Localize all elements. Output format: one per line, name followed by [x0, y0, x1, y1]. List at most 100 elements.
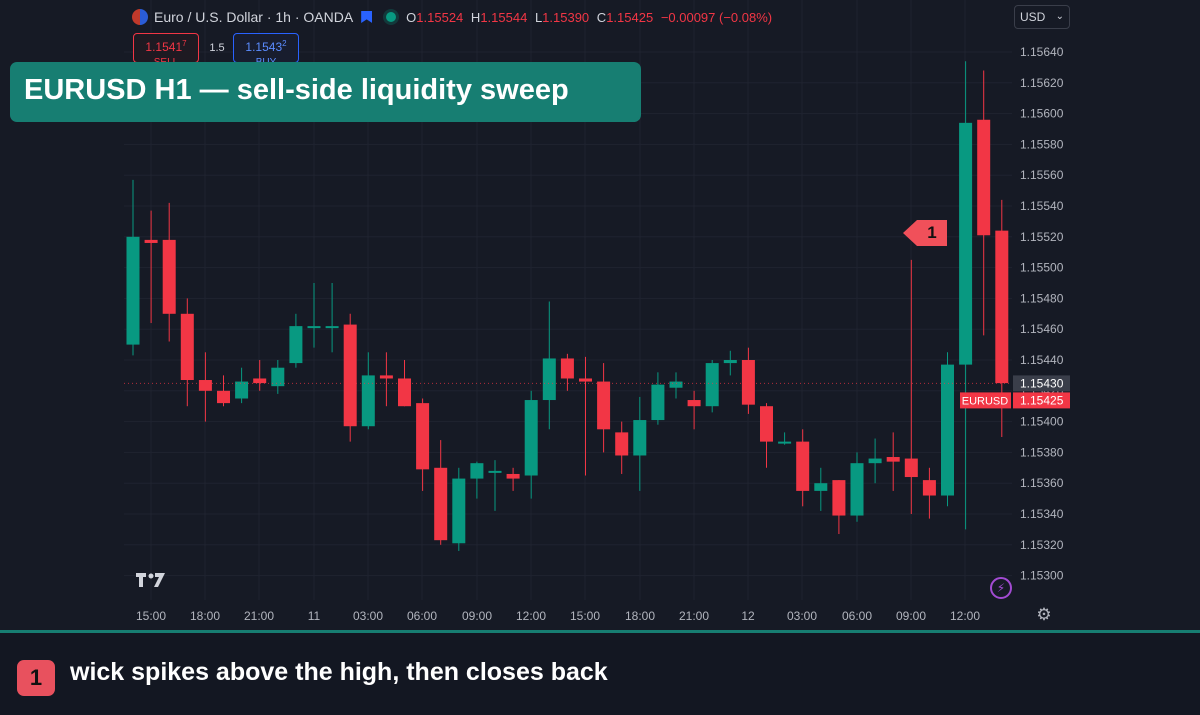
candle-body — [271, 367, 285, 387]
candle-body — [723, 360, 737, 364]
candle-body — [597, 381, 611, 430]
candle-body — [198, 380, 212, 391]
annotation-marker: 1 — [903, 220, 947, 246]
lightning-icon[interactable]: ⚡ — [990, 577, 1012, 599]
candle-body — [904, 458, 918, 478]
y-tick-label: 1.15540 — [1020, 199, 1064, 213]
candle-body — [542, 358, 556, 401]
caption-text: wick spikes above the high, then closes … — [70, 658, 608, 686]
candle-body — [687, 400, 701, 407]
gear-icon[interactable]: ⚙ — [1036, 605, 1052, 624]
candle-body — [705, 363, 719, 407]
candlestick-series — [126, 61, 1009, 551]
y-tick-label: 1.15640 — [1020, 45, 1064, 59]
candle-body — [361, 375, 375, 427]
y-tick-label: 1.15520 — [1020, 230, 1064, 244]
x-tick-label: 15:00 — [136, 609, 166, 623]
bookmark-icon[interactable] — [361, 11, 373, 23]
x-tick-label: 21:00 — [244, 609, 274, 623]
y-tick-label: 1.15300 — [1020, 569, 1064, 583]
x-tick-label: 12:00 — [950, 609, 980, 623]
market-open-icon — [386, 12, 397, 22]
symbol-price-tag-box — [960, 392, 1011, 409]
x-tick-label: 12:00 — [516, 609, 546, 623]
last-price-label: 1.15425 — [1020, 393, 1064, 407]
candle-body — [488, 470, 502, 473]
candle-body — [796, 441, 810, 491]
y-tick-label: 1.15440 — [1020, 353, 1064, 367]
candle-body — [995, 230, 1009, 384]
candle-body — [452, 478, 466, 544]
caption-bar: 1 wick spikes above the high, then close… — [0, 630, 1200, 715]
candle-body — [398, 378, 411, 407]
candle-body — [307, 326, 321, 329]
current-price-label: 1.15430 — [1020, 376, 1064, 390]
chart-grid — [124, 0, 1012, 600]
x-tick-label: 12 — [741, 609, 755, 623]
y-tick-label: 1.15560 — [1020, 168, 1064, 182]
candle-body — [633, 420, 647, 456]
x-tick-label: 18:00 — [190, 609, 220, 623]
candle-body — [741, 360, 755, 405]
candle-body — [470, 463, 484, 479]
chart-title-banner: EURUSD H1 — sell-side liquidity sweep — [10, 62, 641, 122]
candle-body — [977, 119, 991, 236]
x-tick-label: 06:00 — [842, 609, 872, 623]
candle-body — [760, 406, 773, 442]
y-tick-label: 1.15600 — [1020, 107, 1064, 121]
x-tick-label: 06:00 — [407, 609, 437, 623]
price-markers: 1.15430 1.15425 EURUSD — [124, 375, 1070, 409]
x-tick-label: 18:00 — [625, 609, 655, 623]
candle-body — [162, 239, 176, 314]
x-tick-label: 09:00 — [462, 609, 492, 623]
last-price-box — [1013, 392, 1070, 409]
symbol-title[interactable]: Euro / U.S. Dollar · 1h · OANDA — [154, 9, 354, 25]
currency-select[interactable]: USD ⌄ — [1014, 5, 1070, 29]
candle-body — [126, 236, 140, 345]
price-change: −0.00097 (−0.08%) — [660, 9, 773, 25]
y-tick-label: 1.15460 — [1020, 322, 1064, 336]
candle-body — [651, 384, 665, 421]
chart-header: Euro / U.S. Dollar · 1h · OANDA O1.15524… — [132, 6, 776, 28]
y-tick-label: 1.15500 — [1020, 261, 1064, 275]
price-label-box — [1013, 375, 1070, 392]
spread-value: 1.5 — [209, 42, 225, 54]
candle-body — [289, 326, 303, 364]
ohlc-values: O1.15524 H1.15544 L1.15390 C1.15425 −0.0… — [406, 9, 773, 25]
buy-button[interactable]: 1.15432 BUY — [233, 33, 299, 68]
y-tick-label: 1.15620 — [1020, 76, 1064, 90]
candle-body — [235, 381, 249, 399]
time-axis: 15:00 18:00 21:00 11 03:00 06:00 09:00 12:00 15:… — [136, 609, 980, 623]
candle-body — [343, 324, 357, 427]
y-tick-label: 1.15480 — [1020, 291, 1064, 305]
chevron-down-icon: ⌄ — [1055, 11, 1064, 22]
price-axis: 1.15640 1.15620 1.15600 1.15580 1.15560 1.155… — [1020, 45, 1064, 583]
candle-body — [524, 400, 538, 476]
y-tick-label: 1.15340 — [1020, 507, 1064, 521]
tradingview-logo-icon[interactable] — [136, 572, 168, 588]
candle-body — [506, 473, 520, 479]
candle-body — [217, 390, 230, 404]
candle-body — [615, 432, 629, 456]
candle-body — [850, 463, 864, 516]
candle-body — [868, 458, 882, 464]
y-tick-label: 1.15380 — [1020, 445, 1064, 459]
candle-body — [778, 441, 792, 444]
x-tick-label: 21:00 — [679, 609, 709, 623]
candle-body — [669, 381, 683, 388]
candle-body — [379, 375, 393, 379]
candle-body — [253, 378, 267, 384]
y-tick-label: 1.15360 — [1020, 476, 1064, 490]
candle-body — [959, 122, 973, 365]
candle-body — [886, 457, 900, 462]
candle-body — [579, 378, 592, 382]
currency-flag-icon — [132, 9, 148, 25]
x-tick-label: 15:00 — [570, 609, 600, 623]
sell-button[interactable]: 1.15417 SELL — [133, 33, 199, 68]
symbol-price-tag: EURUSD — [962, 395, 1009, 407]
candle-body — [922, 480, 936, 496]
y-tick-label: 1.15400 — [1020, 415, 1064, 429]
x-tick-label: 03:00 — [353, 609, 383, 623]
candle-body — [434, 467, 448, 541]
